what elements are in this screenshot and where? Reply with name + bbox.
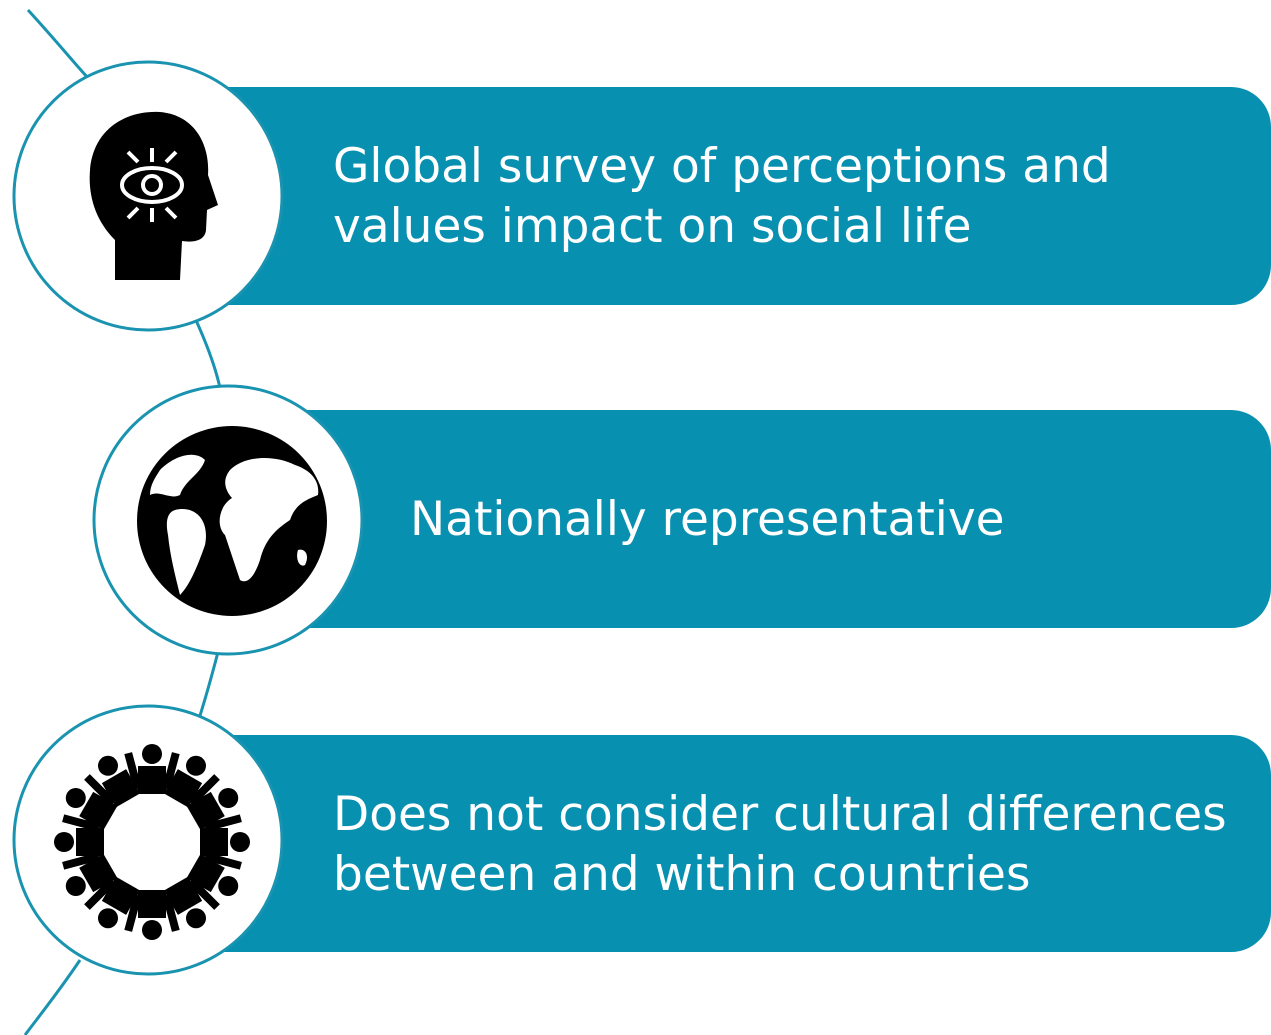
person-head <box>218 876 239 896</box>
person-arm <box>124 894 142 932</box>
person-head <box>230 832 250 852</box>
person-arm <box>188 878 220 910</box>
bar <box>260 410 1271 628</box>
person-arm <box>204 814 242 832</box>
person-arm <box>62 814 100 832</box>
person-head <box>65 788 86 808</box>
people-ring-icon <box>54 744 250 940</box>
head-icon <box>89 111 218 280</box>
person-head <box>142 920 162 940</box>
person-arm <box>84 878 116 910</box>
person-body <box>200 828 228 856</box>
person-arm <box>162 752 180 790</box>
person-head <box>54 832 74 852</box>
person-head <box>65 876 86 896</box>
item-text: Global survey of perceptions and <box>333 139 1111 194</box>
connector-line <box>23 8 222 1035</box>
item-text: Nationally representative <box>410 492 1005 547</box>
person-body <box>138 890 166 918</box>
person-head <box>186 908 206 929</box>
person-body <box>79 853 118 893</box>
item-text: Does not consider cultural differences <box>333 787 1227 842</box>
person-arm <box>162 894 180 932</box>
globe-icon <box>137 426 327 616</box>
item-text: between and within countries <box>333 847 1030 902</box>
person-body <box>163 876 203 915</box>
person-arm <box>204 852 242 870</box>
person-head <box>142 744 162 764</box>
person-arm <box>62 852 100 870</box>
person-head <box>186 755 206 776</box>
bar <box>200 735 1271 952</box>
bar <box>200 87 1271 305</box>
person-head <box>98 755 118 776</box>
person-body <box>186 791 225 831</box>
person-arm <box>84 774 116 806</box>
person-body <box>138 766 166 794</box>
person-body <box>101 769 141 808</box>
person-arm <box>124 752 142 790</box>
person-body <box>76 828 104 856</box>
item-text: values impact on social life <box>333 199 972 254</box>
person-head <box>218 788 239 808</box>
person-arm <box>188 774 220 806</box>
person-head <box>98 908 118 929</box>
